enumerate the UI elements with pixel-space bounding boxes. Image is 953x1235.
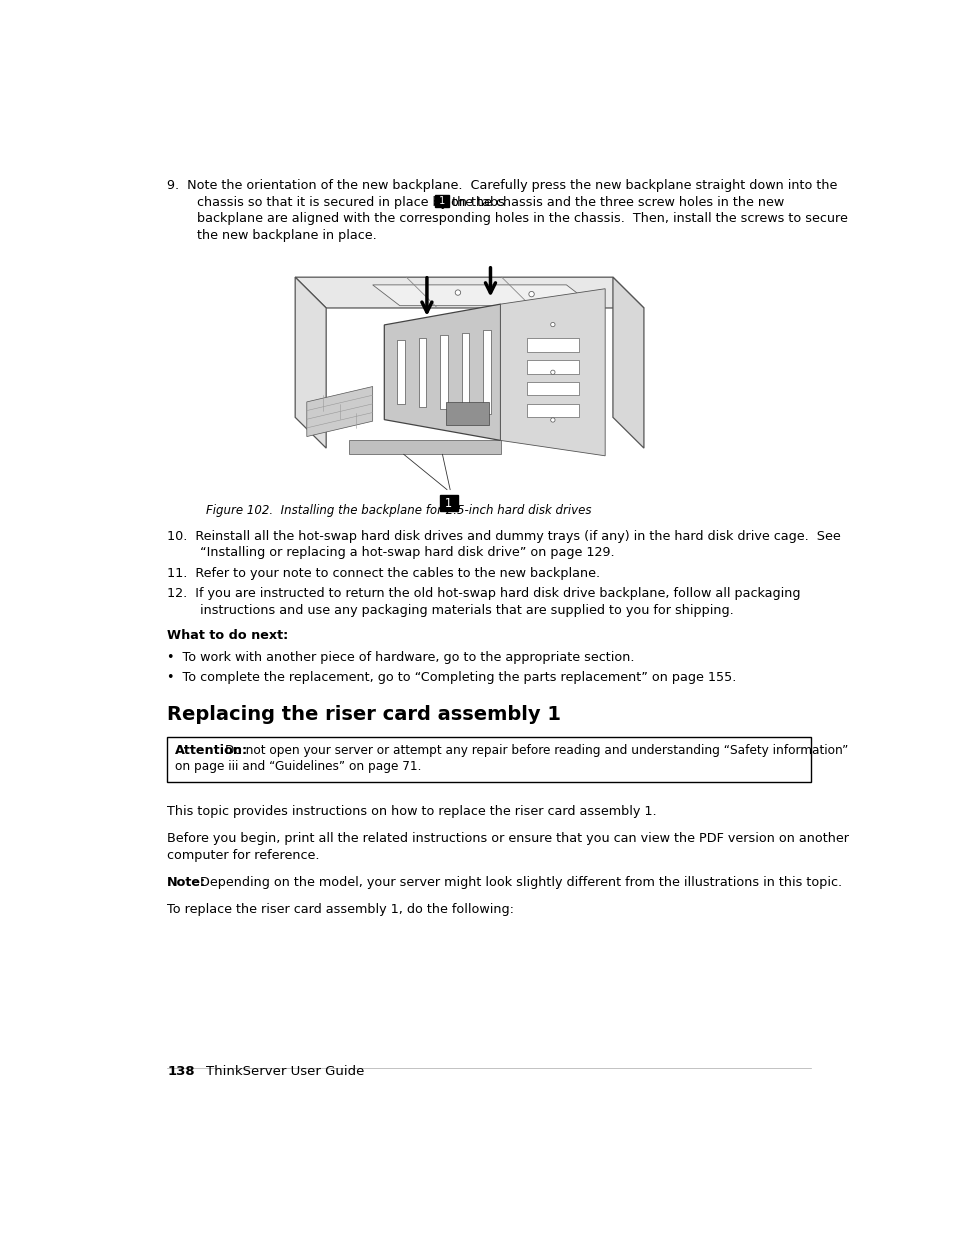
Text: backplane are aligned with the corresponding holes in the chassis.  Then, instal: backplane are aligned with the correspon… — [196, 212, 846, 225]
Circle shape — [550, 322, 555, 327]
Text: 12.  If you are instructed to return the old hot-swap hard disk drive backplane,: 12. If you are instructed to return the … — [167, 587, 800, 600]
Text: 1: 1 — [440, 496, 456, 510]
Text: This topic provides instructions on how to replace the riser card assembly 1.: This topic provides instructions on how … — [167, 805, 657, 818]
Text: Replacing the riser card assembly 1: Replacing the riser card assembly 1 — [167, 704, 560, 724]
Polygon shape — [384, 304, 500, 441]
Text: ThinkServer User Guide: ThinkServer User Guide — [206, 1065, 364, 1078]
Circle shape — [528, 291, 534, 296]
Text: Depending on the model, your server might look slightly different from the illus: Depending on the model, your server migh… — [199, 876, 841, 889]
Circle shape — [550, 370, 555, 374]
Polygon shape — [373, 285, 593, 306]
Text: Attention:: Attention: — [174, 743, 248, 757]
Text: 11.  Refer to your note to connect the cables to the new backplane.: 11. Refer to your note to connect the ca… — [167, 567, 599, 579]
Polygon shape — [526, 338, 578, 352]
Text: What to do next:: What to do next: — [167, 630, 288, 642]
Circle shape — [550, 417, 555, 422]
Text: Note:: Note: — [167, 876, 206, 889]
Text: 9.  Note the orientation of the new backplane.  Carefully press the new backplan: 9. Note the orientation of the new backp… — [167, 179, 837, 191]
Polygon shape — [396, 340, 404, 404]
Polygon shape — [500, 289, 604, 456]
Text: on page iii and “Guidelines” on page 71.: on page iii and “Guidelines” on page 71. — [174, 761, 421, 773]
Text: the new backplane in place.: the new backplane in place. — [196, 228, 376, 242]
Circle shape — [455, 290, 460, 295]
Text: •  To complete the replacement, go to “Completing the parts replacement” on page: • To complete the replacement, go to “Co… — [167, 671, 736, 684]
Polygon shape — [482, 331, 491, 414]
Text: Do not open your server or attempt any repair before reading and understanding “: Do not open your server or attempt any r… — [225, 743, 848, 757]
Polygon shape — [526, 404, 578, 417]
Polygon shape — [612, 277, 643, 448]
Text: “Installing or replacing a hot-swap hard disk drive” on page 129.: “Installing or replacing a hot-swap hard… — [199, 546, 614, 559]
Polygon shape — [294, 277, 326, 448]
Polygon shape — [439, 336, 447, 409]
FancyBboxPatch shape — [167, 737, 810, 782]
Text: 138: 138 — [167, 1065, 194, 1078]
Polygon shape — [294, 277, 643, 308]
Text: 10.  Reinstall all the hot-swap hard disk drives and dummy trays (if any) in the: 10. Reinstall all the hot-swap hard disk… — [167, 530, 841, 542]
Text: on the chassis and the three screw holes in the new: on the chassis and the three screw holes… — [451, 195, 783, 209]
Text: •  To work with another piece of hardware, go to the appropriate section.: • To work with another piece of hardware… — [167, 651, 634, 663]
Polygon shape — [446, 401, 488, 425]
Polygon shape — [526, 382, 578, 395]
Polygon shape — [526, 361, 578, 374]
Polygon shape — [307, 387, 373, 436]
Text: computer for reference.: computer for reference. — [167, 848, 319, 862]
Text: To replace the riser card assembly 1, do the following:: To replace the riser card assembly 1, do… — [167, 903, 514, 916]
Text: Before you begin, print all the related instructions or ensure that you can view: Before you begin, print all the related … — [167, 832, 848, 845]
Polygon shape — [461, 333, 469, 411]
Text: instructions and use any packaging materials that are supplied to you for shippi: instructions and use any packaging mater… — [199, 604, 733, 616]
Polygon shape — [418, 338, 426, 406]
Text: chassis so that it is secured in place by the tabs: chassis so that it is secured in place b… — [196, 195, 504, 209]
Text: Figure 102.  Installing the backplane for 2.5-inch hard disk drives: Figure 102. Installing the backplane for… — [206, 504, 591, 517]
Polygon shape — [349, 441, 500, 453]
Text: 1: 1 — [436, 196, 448, 206]
